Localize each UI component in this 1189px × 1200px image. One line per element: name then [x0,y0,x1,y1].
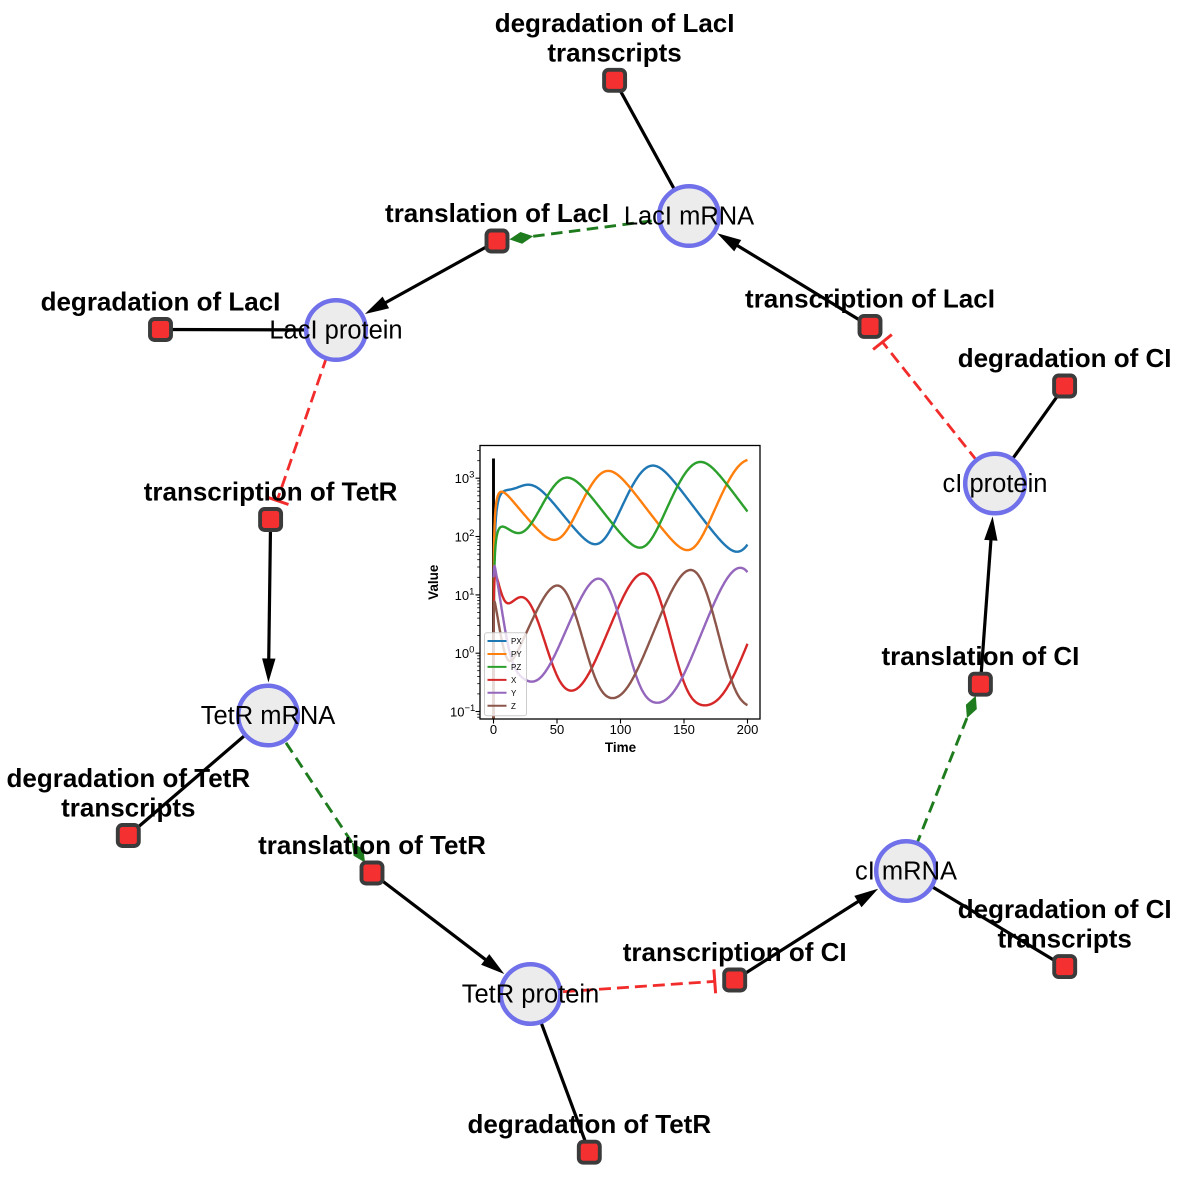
svg-text:degradation of TetR: degradation of TetR [467,1109,711,1139]
svg-text:LacI mRNA: LacI mRNA [624,203,754,231]
svg-text:Y: Y [511,689,517,698]
svg-text:translation of CI: translation of CI [881,641,1079,671]
svg-text:10: 10 [455,471,469,486]
svg-text:degradation of LacI: degradation of LacI [495,8,735,38]
svg-text:Z: Z [511,702,516,711]
svg-text:TetR mRNA: TetR mRNA [201,702,336,730]
svg-text:Value: Value [426,564,441,600]
svg-text:PY: PY [511,650,522,659]
svg-text:X: X [511,676,517,685]
svg-text:cI mRNA: cI mRNA [855,858,957,886]
svg-text:0: 0 [469,645,474,656]
svg-text:PZ: PZ [511,663,521,672]
svg-text:10: 10 [455,588,469,603]
svg-text:Time: Time [605,740,637,755]
svg-text:100: 100 [610,722,632,737]
svg-text:transcripts: transcripts [547,37,681,67]
svg-text:degradation of LacI: degradation of LacI [41,287,281,317]
svg-text:transcripts: transcripts [61,793,195,823]
svg-text:150: 150 [673,722,695,737]
svg-text:LacI protein: LacI protein [269,317,402,345]
svg-text:200: 200 [737,722,759,737]
svg-text:10: 10 [450,705,464,720]
svg-text:3: 3 [469,470,474,481]
svg-text:degradation of CI: degradation of CI [958,343,1172,373]
svg-text:2: 2 [469,528,474,539]
svg-text:10: 10 [455,646,469,661]
svg-text:−1: −1 [465,703,476,714]
svg-text:translation of TetR: translation of TetR [258,830,486,860]
svg-text:transcription of LacI: transcription of LacI [745,283,995,313]
svg-text:transcripts: transcripts [998,924,1132,954]
svg-text:degradation of CI: degradation of CI [958,894,1172,924]
svg-text:TetR protein: TetR protein [462,981,600,1009]
svg-text:10: 10 [455,530,469,545]
svg-text:1: 1 [469,586,474,597]
svg-text:transcription of TetR: transcription of TetR [144,477,398,507]
svg-text:0: 0 [490,722,497,737]
svg-text:transcription of CI: transcription of CI [623,937,847,967]
svg-text:PX: PX [511,637,522,646]
svg-text:degradation of TetR: degradation of TetR [6,763,250,793]
svg-text:cI protein: cI protein [943,470,1048,498]
svg-text:translation of LacI: translation of LacI [385,198,609,228]
svg-text:50: 50 [550,722,564,737]
